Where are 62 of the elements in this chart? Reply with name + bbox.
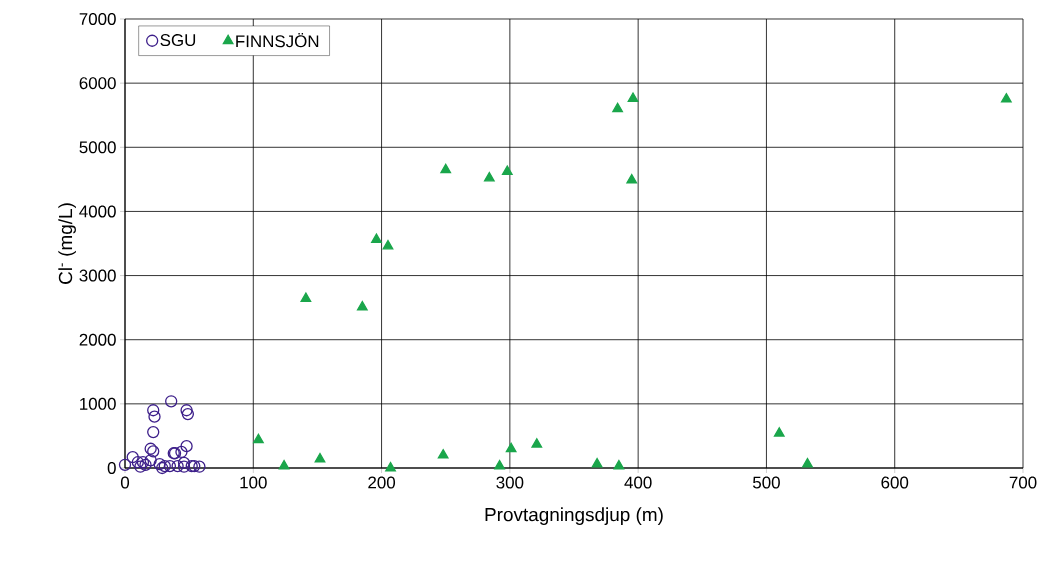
point <box>1000 93 1012 103</box>
point <box>147 404 160 417</box>
x-tick-label: 0 <box>120 476 130 489</box>
point <box>181 407 195 421</box>
point <box>165 395 178 408</box>
point <box>253 433 264 444</box>
point <box>180 440 193 453</box>
point <box>613 459 625 470</box>
point <box>483 171 495 182</box>
point <box>171 459 184 473</box>
point <box>356 300 368 311</box>
legend-label: FINNSJÖN <box>236 32 319 48</box>
point <box>612 102 624 113</box>
point <box>144 454 157 467</box>
point <box>153 458 166 471</box>
x-tick-label: 300 <box>496 476 524 489</box>
point <box>501 165 513 176</box>
point <box>118 458 132 471</box>
x-tick-label: 100 <box>240 476 267 489</box>
y-tick-label: 3000 <box>79 269 116 282</box>
y-tick-label: 0 <box>107 462 116 474</box>
point <box>163 459 177 473</box>
point <box>802 458 813 468</box>
point <box>177 460 191 473</box>
point <box>371 233 382 244</box>
y-tick-label: 7000 <box>79 13 116 25</box>
x-axis-title: Provtagningsdjup (m) <box>485 507 663 525</box>
x-tick-label: 500 <box>752 476 780 489</box>
x-tick-label: 600 <box>881 476 909 489</box>
point <box>382 239 394 250</box>
point <box>437 449 449 459</box>
point <box>314 452 326 463</box>
point <box>175 445 188 459</box>
y-axis-title: Cl$^{-}$ (mg/L) <box>58 203 76 284</box>
y-tick-label: 5000 <box>79 141 116 154</box>
y-tick-label: 1000 <box>80 397 116 410</box>
point <box>385 461 396 472</box>
point <box>494 459 506 470</box>
point <box>627 92 639 102</box>
y-tick-label: 4000 <box>79 205 116 218</box>
x-tick-label: 700 <box>1009 476 1037 489</box>
point <box>300 292 312 303</box>
point <box>773 427 785 437</box>
x-tick-label: 400 <box>624 476 652 489</box>
point <box>278 459 290 470</box>
point <box>193 460 206 473</box>
y-tick-label: 2000 <box>79 333 116 346</box>
x-tick-label: 200 <box>368 476 396 489</box>
point <box>131 456 144 469</box>
legend-label: SGU <box>160 34 196 47</box>
point <box>134 460 147 473</box>
y-tick-label: 6000 <box>79 77 116 90</box>
point <box>180 404 193 417</box>
point <box>126 450 139 464</box>
point <box>531 438 543 448</box>
point <box>505 442 517 453</box>
point <box>626 173 638 184</box>
point <box>147 425 160 439</box>
point <box>440 163 452 174</box>
point <box>177 456 191 470</box>
point <box>148 410 161 423</box>
point <box>591 458 603 468</box>
